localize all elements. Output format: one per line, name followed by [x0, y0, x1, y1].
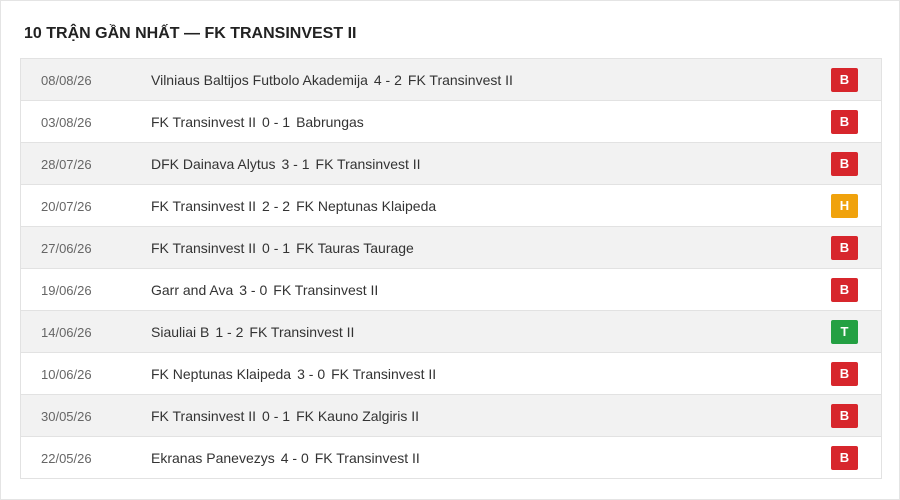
home-team: Siauliai B [151, 324, 210, 340]
match-line: FK Transinvest II 2 - 2 FK Neptunas Klaipe… [151, 198, 436, 214]
result-badge: B [831, 446, 858, 470]
away-team: Babrungas [296, 114, 364, 130]
match-line: FK Transinvest II 0 - 1 FK Kauno Zalgiris … [151, 408, 419, 424]
home-team: FK Transinvest II [151, 198, 257, 214]
home-team: Ekranas Panevezys [151, 450, 275, 466]
match-table: 08/08/26 Vilniaus Baltijos Futbolo Akadem… [20, 58, 882, 479]
away-team: FK Transinvest II [331, 366, 437, 382]
score: 2 - 2 [262, 198, 291, 214]
score: 4 - 0 [280, 450, 309, 466]
score: 0 - 1 [262, 114, 291, 130]
result-badge: B [831, 68, 858, 92]
result-badge: B [831, 278, 858, 302]
away-team: FK Transinvest II [407, 72, 513, 88]
score: 0 - 1 [262, 240, 291, 256]
result-badge: B [831, 362, 858, 386]
match-date: 14/06/26 [41, 325, 92, 340]
match-date: 03/08/26 [41, 115, 92, 130]
match-date: 27/06/26 [41, 241, 92, 256]
score: 3 - 0 [297, 366, 326, 382]
score: 3 - 1 [281, 156, 310, 172]
home-team: FK Neptunas Klaipeda [151, 366, 292, 382]
away-team: FK Neptunas Klaipeda [296, 198, 437, 214]
match-row: 22/05/26 Ekranas Panevezys 4 - 0 FK Transin… [21, 437, 881, 478]
match-date: 28/07/26 [41, 157, 92, 172]
score: 4 - 2 [373, 72, 402, 88]
match-row: 14/06/26 Siauliai B 1 - 2 FK Transinvest II… [21, 311, 881, 353]
title: 10 TRẬN GẦN NHẤT — FK TRANSINVEST II [24, 25, 357, 42]
result-badge: B [831, 236, 858, 260]
match-date: 08/08/26 [41, 73, 92, 88]
match-line: DFK Dainava Alytus 3 - 1 FK Transinvest II [151, 156, 421, 172]
result-badge: B [831, 404, 858, 428]
match-date: 10/06/26 [41, 367, 92, 382]
home-team: FK Transinvest II [151, 408, 257, 424]
match-row: 20/07/26 FK Transinvest II 2 - 2 FK Neptuna… [21, 185, 881, 227]
result-badge: T [831, 320, 858, 344]
home-team: FK Transinvest II [151, 240, 257, 256]
match-row: 19/06/26 Garr and Ava 3 - 0 FK Transinvest … [21, 269, 881, 311]
match-line: Ekranas Panevezys 4 - 0 FK Transinvest II [151, 450, 420, 466]
home-team: DFK Dainava Alytus [151, 156, 276, 172]
match-date: 20/07/26 [41, 199, 92, 214]
match-row: 28/07/26 DFK Dainava Alytus 3 - 1 FK Transi… [21, 143, 881, 185]
away-team: FK Kauno Zalgiris II [296, 408, 419, 424]
score: 0 - 1 [262, 408, 291, 424]
match-row: 10/06/26 FK Neptunas Klaipeda 3 - 0 FK Tran… [21, 353, 881, 395]
home-team: FK Transinvest II [151, 114, 257, 130]
result-badge: B [831, 152, 858, 176]
score: 1 - 2 [215, 324, 244, 340]
match-row: 03/08/26 FK Transinvest II 0 - 1 Babrungas B [21, 101, 881, 143]
away-team: FK Transinvest II [273, 282, 379, 298]
score: 3 - 0 [239, 282, 268, 298]
match-line: FK Neptunas Klaipeda 3 - 0 FK Transinvest … [151, 366, 436, 382]
match-row: 08/08/26 Vilniaus Baltijos Futbolo Akadem… [21, 59, 881, 101]
home-team: Vilniaus Baltijos Futbolo Akademija [151, 72, 368, 88]
match-row: 27/06/26 FK Transinvest II 0 - 1 FK Tauras … [21, 227, 881, 269]
home-team: Garr and Ava [151, 282, 234, 298]
match-line: Vilniaus Baltijos Futbolo Akademija 4 - 2… [151, 72, 513, 88]
away-team: FK Transinvest II [314, 450, 420, 466]
away-team: FK Transinvest II [249, 324, 355, 340]
result-badge: B [831, 110, 858, 134]
match-row: 30/05/26 FK Transinvest II 0 - 1 FK Kauno Z… [21, 395, 881, 437]
match-line: FK Transinvest II 0 - 1 Babrungas [151, 114, 364, 130]
match-line: Garr and Ava 3 - 0 FK Transinvest II [151, 282, 378, 298]
match-date: 19/06/26 [41, 283, 92, 298]
match-line: FK Transinvest II 0 - 1 FK Tauras Taurage [151, 240, 414, 256]
result-badge: H [831, 194, 858, 218]
match-date: 22/05/26 [41, 451, 92, 466]
away-team: FK Tauras Taurage [296, 240, 414, 256]
match-line: Siauliai B 1 - 2 FK Transinvest II [151, 324, 354, 340]
away-team: FK Transinvest II [315, 156, 421, 172]
match-date: 30/05/26 [41, 409, 92, 424]
